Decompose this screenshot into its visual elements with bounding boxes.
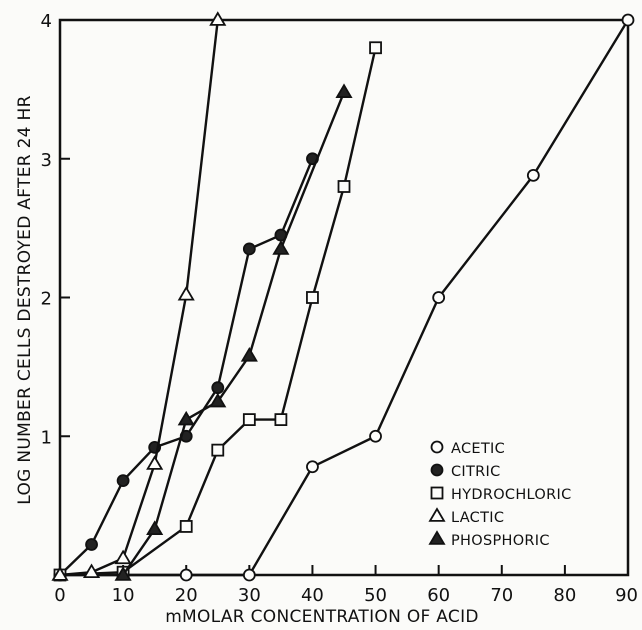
legend-label-phosphoric: PHOSPHORIC <box>451 533 550 549</box>
legend-item-phosphoric: PHOSPHORIC <box>428 530 550 549</box>
data-point-hydrochloric <box>369 41 382 55</box>
data-point-citric <box>116 474 130 488</box>
legend-item-hydrochloric: HYDROCHLORIC <box>430 486 572 503</box>
series-layer <box>51 11 635 582</box>
x-axis-title: mMOLAR CONCENTRATION OF ACID <box>165 607 479 627</box>
data-point-acetic <box>432 291 446 304</box>
legend-item-citric: CITRIC <box>430 463 501 480</box>
legend-label-lactic: LACTIC <box>451 510 504 526</box>
x-tick-label: 0 <box>54 585 65 606</box>
series-citric <box>53 152 319 582</box>
data-point-hydrochloric <box>337 180 351 193</box>
x-tick-label: 60 <box>427 585 450 606</box>
data-point-phosphoric <box>146 520 164 536</box>
legend: ACETIC CITRIC HYDROCHLORIC LACTIC PHOSPHORIC <box>428 440 572 549</box>
data-point-lactic <box>177 285 195 301</box>
x-tick-label: 50 <box>364 585 387 606</box>
data-point-hydrochloric <box>242 413 256 427</box>
x-tick-label: 90 <box>615 585 638 606</box>
data-point-acetic <box>369 429 382 443</box>
data-point-citric <box>211 381 225 395</box>
data-point-acetic <box>242 568 256 582</box>
data-point-phosphoric <box>209 392 227 408</box>
data-point-hydrochloric <box>211 443 225 457</box>
y-tick-label: 4 <box>41 11 52 32</box>
x-tick-label: 20 <box>175 585 198 606</box>
series-line-lactic <box>59 19 219 577</box>
data-point-lactic <box>146 455 164 470</box>
x-tick-label: 80 <box>553 585 576 606</box>
series-line-hydrochloric <box>59 47 377 577</box>
series-line-acetic <box>60 19 630 577</box>
legend-marker-acetic <box>430 440 444 454</box>
series-lactic <box>51 11 227 581</box>
data-point-acetic <box>526 168 540 182</box>
data-point-citric <box>242 242 256 256</box>
y-tick-label: 2 <box>41 289 52 310</box>
y-axis-title: LOG NUMBER CELLS DESTROYED AFTER 24 HR <box>15 95 35 504</box>
data-point-lactic <box>209 11 227 26</box>
data-point-lactic <box>114 549 132 565</box>
data-point-hydrochloric <box>274 413 288 427</box>
data-point-lactic <box>51 566 69 581</box>
data-point-hydrochloric <box>306 291 319 304</box>
legend-marker-hydrochloric <box>430 486 444 500</box>
data-point-citric <box>85 538 98 551</box>
data-point-acetic <box>179 568 193 582</box>
legend-label-acetic: ACETIC <box>451 441 505 457</box>
data-point-phosphoric <box>272 240 290 255</box>
x-tick-label: 30 <box>238 585 261 606</box>
data-point-phosphoric <box>240 346 258 362</box>
legend-item-acetic: ACETIC <box>430 440 505 457</box>
axes: 0 10 20 30 40 50 60 70 80 90 1 2 3 4 <box>41 11 638 606</box>
data-point-phosphoric <box>177 410 195 426</box>
data-point-phosphoric <box>114 566 132 581</box>
y-tick-label: 3 <box>41 150 52 171</box>
x-tick-label: 70 <box>490 585 513 606</box>
series-line-citric <box>59 158 314 576</box>
legend-label-citric: CITRIC <box>451 464 501 480</box>
x-tick-label: 40 <box>301 585 324 606</box>
legend-marker-lactic <box>428 507 446 522</box>
data-point-phosphoric <box>335 83 353 98</box>
series-phosphoric <box>114 83 353 581</box>
legend-marker-citric <box>430 463 444 477</box>
data-point-acetic <box>621 13 635 27</box>
data-point-acetic <box>306 460 319 474</box>
data-point-hydrochloric <box>179 520 193 533</box>
legend-item-lactic: LACTIC <box>428 507 504 526</box>
legend-label-hydrochloric: HYDROCHLORIC <box>451 487 572 503</box>
legend-marker-phosphoric <box>428 530 446 545</box>
x-tick-label: 10 <box>112 585 135 606</box>
y-tick-label: 1 <box>41 427 52 448</box>
data-point-lactic <box>82 563 101 579</box>
